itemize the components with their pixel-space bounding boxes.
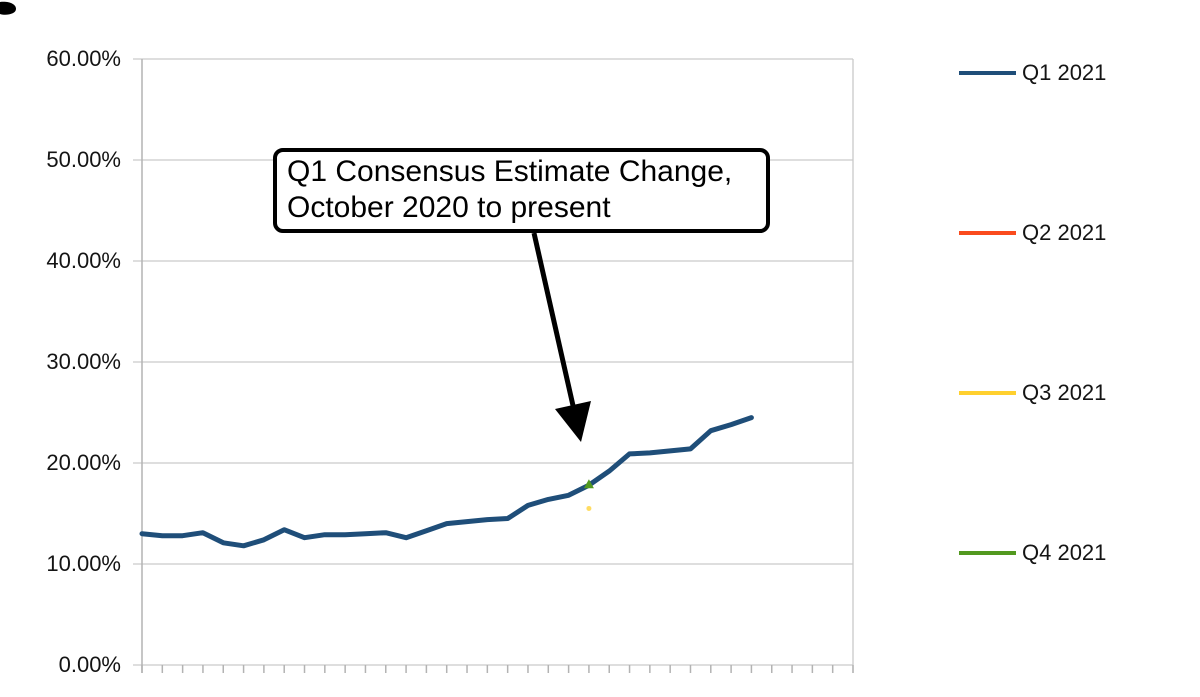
legend-label: Q4 2021 <box>1022 540 1107 565</box>
legend-swatch-q3-2021 <box>959 391 1016 395</box>
series-marker-q3-2021 <box>586 505 592 511</box>
y-axis-label: 0.00% <box>58 652 121 677</box>
y-axis-label: 50.00% <box>46 147 121 172</box>
legend-label: Q3 2021 <box>1022 380 1107 405</box>
legend-swatch-q4-2021 <box>959 551 1016 555</box>
y-axis-label: 40.00% <box>46 248 121 273</box>
annotation-arrow-head <box>555 401 591 442</box>
legend-label: Q1 2021 <box>1022 60 1107 85</box>
legend-label: Q2 2021 <box>1022 220 1107 245</box>
y-axis-label: 10.00% <box>46 551 121 576</box>
annotation-line-1: Q1 Consensus Estimate Change, <box>287 155 733 188</box>
legend-item-q4-2021: Q4 2021 <box>959 539 1106 567</box>
annotation-callout: Q1 Consensus Estimate Change, October 20… <box>273 148 770 233</box>
y-axis-label: 60.00% <box>46 46 121 71</box>
stray-mark <box>0 1 16 15</box>
legend-swatch-q1-2021 <box>959 71 1016 75</box>
legend-swatch-q2-2021 <box>959 231 1016 235</box>
annotation-arrow-shaft <box>531 232 577 411</box>
legend-item-q1-2021: Q1 2021 <box>959 59 1106 87</box>
series-line-q1-2021 <box>139 415 754 549</box>
legend-item-q3-2021: Q3 2021 <box>959 379 1106 407</box>
y-axis-label: 20.00% <box>46 450 121 475</box>
y-axis-label: 30.00% <box>46 349 121 374</box>
legend-item-q2-2021: Q2 2021 <box>959 219 1106 247</box>
series-marker-q4-2021 <box>583 479 594 489</box>
annotation-line-2: October 2020 to present <box>287 191 611 224</box>
